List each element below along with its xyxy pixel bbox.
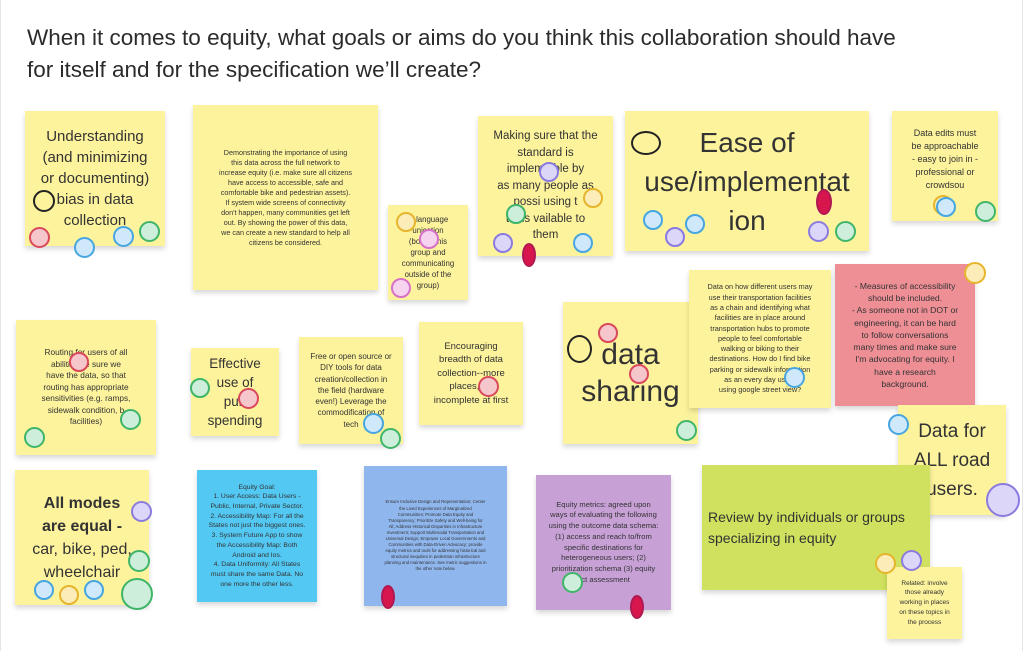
vote-dot[interactable] [24,427,45,448]
sticky-note-text: Related: involve those already working i… [899,579,950,626]
vote-dot[interactable] [84,580,104,600]
vote-dot[interactable] [69,352,89,372]
sticky-note-accessibility-measures[interactable]: - Measures of accessibility should be in… [835,264,975,406]
sticky-note-equity-goal[interactable]: Equity Goal: 1. User Access: Data Users … [197,470,317,602]
vote-dot[interactable] [676,420,697,441]
sticky-note-all-road-users[interactable]: Data for ALL road users. [898,405,1006,515]
sticky-note-text-bold: All modes are equal - [41,494,123,535]
vote-dot[interactable] [238,388,259,409]
vote-dot[interactable] [363,413,384,434]
vote-dot[interactable] [506,204,526,224]
vote-dot[interactable] [396,212,416,232]
sticky-note-text: Understanding (and minimizing or documen… [40,128,150,229]
vote-dot-outline[interactable] [33,190,55,212]
sticky-note-text: Encouraging breadth of data collection--… [433,340,509,406]
vote-dot[interactable] [986,483,1020,517]
vote-dot[interactable] [29,227,50,248]
vote-dot[interactable] [643,210,663,230]
sticky-note-network-equity[interactable]: Demonstrating the importance of using th… [193,105,378,290]
sticky-note-text: Equity metrics: agreed upon ways of eval… [548,499,659,584]
vote-dot[interactable] [493,233,513,253]
vote-dot[interactable] [121,578,153,610]
vote-dot-outline[interactable] [567,335,592,363]
sticky-note-text: Making sure that the standard is implem … [493,130,598,242]
sticky-note-text: Data edits must be approachable - easy t… [911,128,979,190]
vote-dot[interactable] [808,221,829,242]
vote-dot[interactable] [964,262,986,284]
sticky-note-text: Routing for users of all abilities ke su… [41,347,131,427]
vote-dot[interactable] [381,585,395,609]
vote-dot[interactable] [573,233,593,253]
sticky-note-bias[interactable]: Understanding (and minimizing or documen… [25,111,165,246]
vote-dot[interactable] [190,378,210,398]
sticky-note-text: Free or open source or DIY tools for dat… [310,351,392,429]
sticky-note-related[interactable]: Related: involve those already working i… [887,567,962,639]
sticky-note-text: Demonstrating the importance of using th… [218,147,353,247]
vote-dot[interactable] [139,221,160,242]
vote-dot[interactable] [629,364,649,384]
vote-dot[interactable] [478,376,499,397]
vote-dot[interactable] [74,237,95,258]
vote-dot[interactable] [784,367,805,388]
vote-dot[interactable] [936,197,956,217]
vote-dot[interactable] [131,501,152,522]
sticky-note-text: Data for ALL road users. [913,420,991,500]
vote-dot[interactable] [875,553,896,574]
sticky-note-transport-chain[interactable]: Data on how different users may use thei… [689,270,831,408]
vote-dot[interactable] [816,189,832,215]
vote-dot[interactable] [685,214,705,234]
sticky-note-equity-metrics[interactable]: Equity metrics: agreed upon ways of eval… [536,475,671,610]
vote-dot[interactable] [539,162,559,182]
vote-dot[interactable] [34,580,54,600]
vote-dot[interactable] [59,585,79,605]
sticky-note-text: Ease of use/implementat ion [644,126,850,236]
vote-dot[interactable] [583,188,603,208]
vote-dot[interactable] [598,323,618,343]
sticky-note-ease-of-use[interactable]: Ease of use/implementat ion [625,111,869,251]
sticky-note-text: car, bike, ped, wheelchair [32,540,132,581]
vote-dot[interactable] [665,227,685,247]
sticky-note-text: - Measures of accessibility should be in… [851,281,959,389]
sticky-note-text: Review by individuals or groups speciali… [708,508,905,546]
vote-dot[interactable] [630,595,644,619]
sticky-note-text: Data on how different users may use thei… [707,282,813,395]
vote-dot[interactable] [391,278,411,298]
sticky-note-breadth[interactable]: Encouraging breadth of data collection--… [419,322,523,425]
vote-dot[interactable] [562,572,583,593]
question-heading: When it comes to equity, what goals or a… [27,25,896,82]
vote-dot[interactable] [522,243,536,267]
sticky-note-text: Effective use of pub spending [207,356,263,428]
sticky-note-review-equity[interactable]: Review by individuals or groups speciali… [702,465,930,590]
vote-dot[interactable] [380,428,401,449]
vote-dot[interactable] [128,550,150,572]
vote-dot[interactable] [975,201,996,222]
sticky-note-text: Ensure Inclusive Design and Representati… [384,499,487,572]
vote-dot[interactable] [835,221,856,242]
vote-dot[interactable] [419,229,439,249]
vote-dot-outline[interactable] [631,131,661,155]
sticky-note-open-source-tools[interactable]: Free or open source or DIY tools for dat… [299,337,403,444]
vote-dot[interactable] [901,550,922,571]
vote-dot[interactable] [120,409,141,430]
vote-dot[interactable] [113,226,134,247]
sticky-note-text: Equity Goal: 1. User Access: Data Users … [208,483,306,588]
sticky-note-inclusive-design[interactable]: Ensure Inclusive Design and Representati… [364,466,507,606]
vote-dot[interactable] [888,414,909,435]
